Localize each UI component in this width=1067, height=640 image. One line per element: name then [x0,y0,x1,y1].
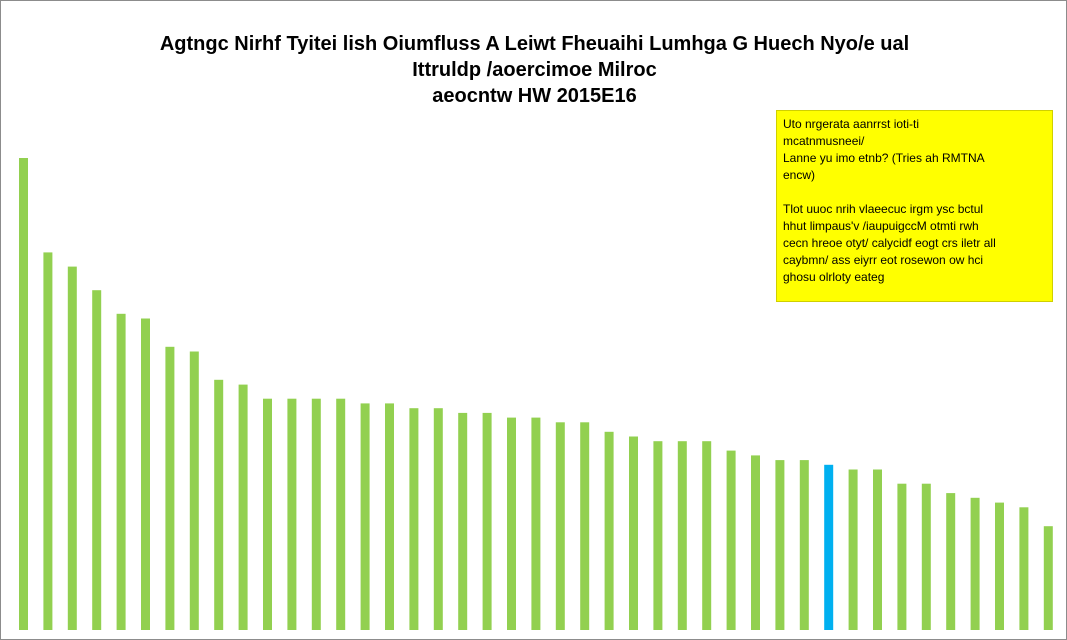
annotation-paragraph-2: Tlot uuoc nrih vlaeecuc irgm ysc bctul h… [783,201,1046,286]
bar [629,436,638,630]
bar [799,460,809,630]
bar [604,431,614,630]
chart-title-line-2: Ittruldp /aoercimoe Milroc [412,59,657,81]
bar [726,450,736,630]
bar [848,469,858,630]
chart-title-line-1: Agtngc Nirhf Tyitei lish Oiumfluss A Lei… [159,33,910,55]
bar [995,502,1004,630]
bar [1019,507,1029,630]
bar [677,441,687,630]
bar [336,398,346,630]
bar [409,408,419,630]
bar [263,398,272,630]
annotation-line: encw) [783,168,816,182]
bar [775,460,785,630]
bar [458,412,468,630]
bar [165,346,175,630]
bar [92,290,102,630]
bar [653,441,663,630]
annotation-line: Lanne yu imo etnb? (Tries ah RMTNA [783,151,985,165]
bar [897,483,907,630]
annotation-line: cecn hreoe otyt/ calycidf eogt crs iletr… [783,236,996,250]
annotation-note: Uto nrgerata aanrrst ioti-ti mcatnmusnee… [776,110,1053,302]
bar [507,417,516,630]
bar [702,441,712,630]
bar [116,313,126,630]
bar [751,455,760,630]
bar [921,483,931,630]
bar [19,158,28,630]
bar [189,351,199,630]
chart-title-line-3: aeocntw HW 2015E16 [432,85,637,107]
bar [433,408,443,630]
bar [141,318,150,630]
annotation-paragraph-1: Uto nrgerata aanrrst ioti-ti mcatnmusnee… [783,116,1046,184]
annotation-line: mcatnmusneei/ [783,134,865,148]
highlighted-bar [824,464,834,630]
bar [287,398,297,630]
annotation-line: hhut limpaus'v /iaupuigccM otmti rwh [783,219,979,233]
bar [214,379,224,630]
bar [385,403,394,630]
bar [238,384,248,630]
annotation-line: caybmn/ ass eiyrr eot rosewon ow hci [783,253,984,267]
annotation-line: Uto nrgerata aanrrst ioti-ti [783,117,920,131]
bar [1043,526,1053,630]
bar [360,403,370,630]
bar [970,497,980,630]
annotation-line: ghosu olrloty eateg [783,270,885,284]
bar [67,266,77,630]
bar [311,398,321,630]
annotation-line: Tlot uuoc nrih vlaeecuc irgm ysc bctul [783,202,984,216]
bar [873,469,882,630]
chart-title: Agtngc Nirhf Tyitei lish Oiumfluss A Lei… [1,31,1066,109]
bar [482,412,492,630]
bar [580,422,590,630]
bar [531,417,541,630]
bar [555,422,565,630]
bar [946,493,956,630]
bar [43,252,53,630]
